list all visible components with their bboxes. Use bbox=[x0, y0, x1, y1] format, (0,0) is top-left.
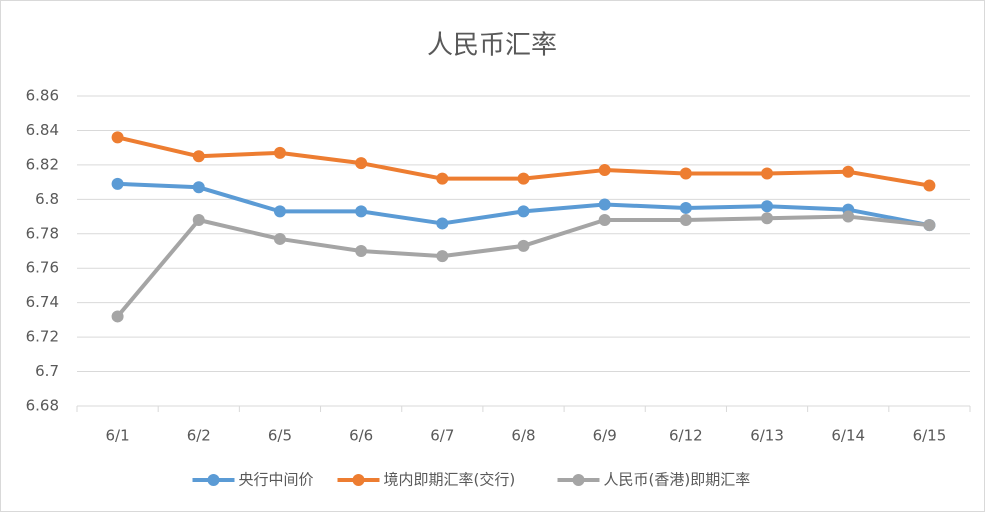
data-point bbox=[842, 210, 855, 223]
y-tick-label: 6.72 bbox=[26, 328, 59, 346]
y-tick-label: 6.82 bbox=[26, 155, 59, 173]
data-point bbox=[192, 181, 205, 194]
data-point bbox=[355, 205, 368, 218]
data-point bbox=[517, 205, 530, 218]
y-tick-label: 6.74 bbox=[26, 293, 59, 311]
data-point bbox=[273, 232, 286, 245]
data-point bbox=[436, 217, 449, 230]
data-point bbox=[923, 219, 936, 232]
data-point bbox=[273, 146, 286, 159]
data-point bbox=[111, 310, 124, 323]
data-point bbox=[679, 214, 692, 226]
y-tick-label: 6.8 bbox=[35, 190, 59, 208]
y-tick-label: 6.84 bbox=[26, 121, 59, 139]
data-point bbox=[436, 172, 449, 185]
legend-marker bbox=[207, 474, 220, 486]
x-tick-label: 6/12 bbox=[669, 427, 703, 445]
data-point bbox=[923, 179, 936, 192]
data-point bbox=[761, 212, 774, 225]
x-tick-label: 6/14 bbox=[831, 427, 865, 445]
data-point bbox=[598, 164, 611, 177]
data-point bbox=[355, 157, 368, 170]
data-point bbox=[355, 245, 368, 257]
y-tick-label: 6.86 bbox=[26, 87, 59, 105]
data-point bbox=[598, 198, 611, 211]
data-point bbox=[761, 167, 774, 180]
data-point bbox=[679, 167, 692, 180]
legend-label: 境内即期汇率(交行) bbox=[384, 471, 516, 489]
y-tick-label: 6.7 bbox=[35, 362, 59, 380]
data-point bbox=[842, 165, 855, 178]
x-tick-label: 6/5 bbox=[268, 427, 292, 445]
data-point bbox=[436, 250, 449, 263]
data-point bbox=[192, 150, 205, 163]
data-point bbox=[273, 205, 286, 218]
x-tick-label: 6/7 bbox=[430, 427, 454, 445]
y-tick-label: 6.78 bbox=[26, 224, 59, 242]
data-point bbox=[517, 239, 530, 252]
chart-title: 人民币汇率 bbox=[427, 31, 557, 61]
x-tick-label: 6/8 bbox=[511, 427, 535, 445]
data-point bbox=[111, 177, 124, 190]
data-point bbox=[761, 200, 774, 213]
x-tick-label: 6/15 bbox=[913, 427, 947, 445]
data-point bbox=[679, 201, 692, 214]
legend-marker bbox=[352, 474, 365, 486]
legend-label: 央行中间价 bbox=[239, 471, 314, 489]
y-tick-label: 6.68 bbox=[26, 397, 59, 415]
data-point bbox=[111, 131, 124, 144]
legend-label: 人民币(香港)即期汇率 bbox=[604, 471, 751, 489]
legend-marker bbox=[572, 474, 585, 486]
data-point bbox=[192, 214, 205, 226]
x-tick-label: 6/9 bbox=[593, 427, 617, 445]
data-point bbox=[517, 172, 530, 185]
x-tick-label: 6/2 bbox=[187, 427, 211, 445]
x-tick-label: 6/1 bbox=[106, 427, 130, 445]
y-tick-label: 6.76 bbox=[26, 259, 59, 277]
data-point bbox=[598, 214, 611, 226]
x-tick-label: 6/6 bbox=[349, 427, 373, 445]
x-tick-label: 6/13 bbox=[750, 427, 784, 445]
